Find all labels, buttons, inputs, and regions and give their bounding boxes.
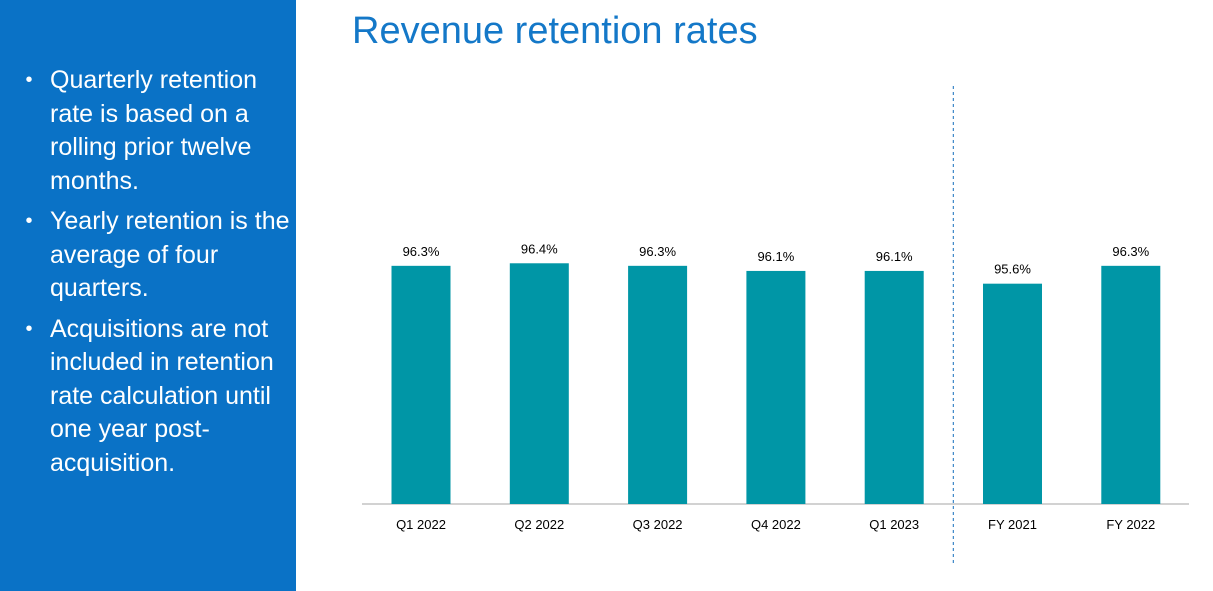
bullet-icon: • <box>25 210 33 232</box>
bullet-text: Quarterly retention rate is based on a r… <box>50 66 258 195</box>
x-tick-label: Q1 2022 <box>396 517 446 532</box>
data-label: 96.1% <box>876 249 913 264</box>
data-label: 95.6% <box>994 262 1031 277</box>
page-title: Revenue retention rates <box>352 10 758 52</box>
sidebar-panel: • Quarterly retention rate is based on a … <box>0 0 296 591</box>
data-label: 96.4% <box>521 241 558 256</box>
bullet-text: Acquisitions are not included in retenti… <box>50 314 274 477</box>
bullet-item: • Yearly retention is the average of four… <box>22 205 290 306</box>
bullet-icon: • <box>25 69 33 91</box>
x-tick-label: FY 2022 <box>1106 517 1155 532</box>
bar <box>628 265 688 504</box>
x-tick-label: Q2 2022 <box>514 517 564 532</box>
x-tick-label: Q3 2022 <box>633 517 683 532</box>
bullet-icon: • <box>25 317 33 340</box>
x-tick-label: Q4 2022 <box>751 517 801 532</box>
bar <box>391 265 451 504</box>
bullet-list: • Quarterly retention rate is based on a … <box>22 64 290 487</box>
bar <box>746 270 806 504</box>
data-label: 96.3% <box>1112 244 1149 259</box>
bar <box>1101 265 1161 504</box>
data-label: 96.1% <box>757 249 794 264</box>
x-tick-label: FY 2021 <box>988 517 1037 532</box>
data-label: 96.3% <box>403 244 440 259</box>
bullet-item: • Acquisitions are not included in retent… <box>22 313 290 481</box>
x-tick-label: Q1 2023 <box>869 517 919 532</box>
bullet-text: Yearly retention is the average of four … <box>50 207 290 302</box>
bullet-item: • Quarterly retention rate is based on a … <box>22 64 290 198</box>
data-label: 96.3% <box>639 244 676 259</box>
bar <box>864 270 924 504</box>
bar <box>983 283 1042 504</box>
bar <box>509 263 569 504</box>
